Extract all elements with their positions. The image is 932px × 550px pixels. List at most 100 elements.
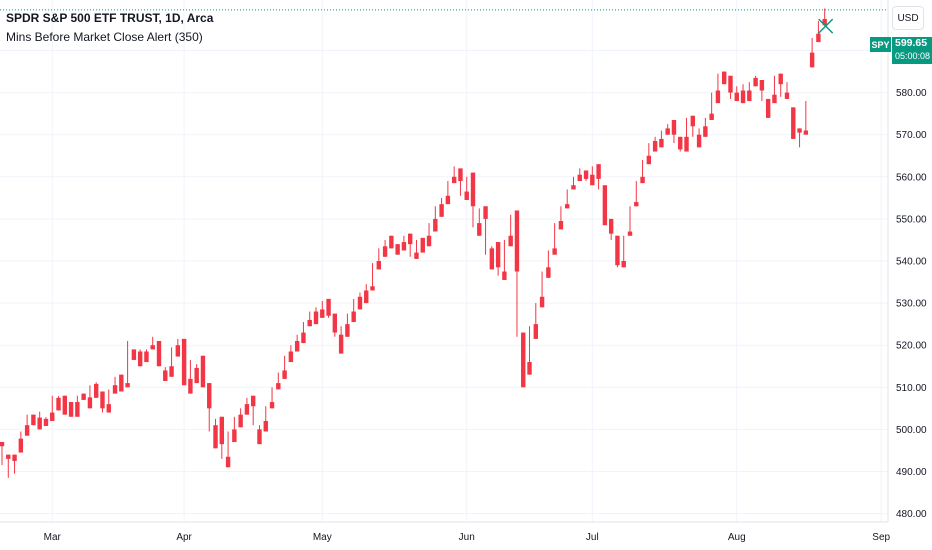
candle: [483, 206, 488, 255]
candle-body: [188, 378, 193, 394]
candle-body: [583, 170, 589, 179]
candle-body: [24, 425, 30, 436]
candle-body: [709, 113, 714, 120]
candle: [671, 119, 677, 144]
candle-body: [100, 391, 105, 409]
price-tick-label: 490.00: [896, 467, 927, 478]
candle-body: [521, 332, 526, 388]
time-tick-label: Mar: [44, 532, 62, 543]
candle-body: [652, 141, 658, 152]
candle-body: [219, 416, 224, 445]
candle: [753, 75, 758, 87]
candle-body: [722, 71, 727, 85]
candle: [232, 416, 237, 443]
candle-body: [131, 349, 137, 360]
candle-body: [269, 402, 275, 409]
candle-body: [822, 18, 827, 26]
time-axis[interactable]: MarAprMayJunJulAugSepOctNov19: [44, 532, 932, 543]
symbol-badge: SPY: [870, 37, 891, 52]
candle: [791, 107, 796, 139]
candle: [100, 391, 105, 413]
candle: [809, 37, 815, 68]
candle: [144, 349, 149, 363]
price-tick-label: 480.00: [896, 509, 927, 520]
candle-body: [207, 383, 212, 409]
candle: [759, 79, 765, 102]
candle: [527, 326, 532, 375]
candle-body: [75, 402, 80, 417]
candle-body: [68, 402, 74, 417]
price-tick-label: 510.00: [896, 383, 927, 394]
bar-countdown: 05:00:08: [895, 51, 931, 61]
candle: [477, 208, 482, 236]
candle-body: [596, 164, 601, 179]
candle-body: [659, 138, 664, 148]
candle: [571, 176, 576, 190]
candle-body: [320, 309, 325, 318]
candle: [822, 8, 827, 26]
candle-body: [370, 286, 375, 291]
candle: [376, 248, 381, 270]
candle: [596, 164, 601, 190]
candle: [282, 355, 287, 379]
candle-body: [62, 395, 67, 415]
candle: [508, 214, 513, 247]
candle-body: [508, 235, 513, 247]
candle: [539, 271, 545, 308]
candle: [18, 431, 24, 453]
candle-body: [502, 271, 507, 280]
candle: [68, 402, 74, 417]
candle: [351, 298, 356, 323]
candle: [326, 298, 331, 318]
candle: [125, 340, 130, 388]
candle: [646, 143, 652, 165]
candle: [489, 246, 495, 270]
candle: [370, 263, 375, 291]
candle-body: [495, 242, 501, 268]
candle: [420, 237, 425, 253]
candle-body: [426, 235, 432, 247]
candle: [797, 128, 802, 148]
alert-cross-marker[interactable]: [818, 18, 834, 34]
candle: [200, 355, 206, 388]
candle: [445, 181, 451, 205]
candle: [307, 311, 312, 327]
candle: [219, 416, 224, 459]
candle-body: [338, 334, 344, 354]
candle: [408, 233, 413, 257]
candle-body: [313, 311, 319, 325]
candle: [175, 338, 181, 357]
candle-body: [728, 75, 733, 93]
candle: [552, 223, 557, 255]
candle-body: [87, 397, 93, 409]
candle-body: [703, 126, 708, 137]
candle-body: [759, 79, 765, 91]
candle: [696, 128, 702, 148]
candle-body: [244, 404, 250, 415]
candle-body: [477, 223, 482, 236]
candle: [546, 250, 551, 278]
candle: [709, 92, 714, 120]
candle: [558, 206, 564, 230]
candle-body: [803, 130, 809, 135]
candle-body: [621, 261, 626, 268]
last-price-value: 599.65: [895, 37, 928, 49]
time-tick-label: Jun: [459, 532, 475, 543]
candle: [747, 82, 752, 102]
candle: [722, 71, 727, 85]
candle-body: [238, 414, 243, 428]
candle: [640, 159, 645, 184]
candle: [414, 239, 419, 259]
price-axis[interactable]: 480.00 490.00 500.00 510.00 520.00 530.00 540.…: [896, 46, 927, 520]
candle-body: [0, 442, 5, 447]
candle-body: [194, 367, 199, 384]
candle-body: [445, 195, 451, 205]
candle: [225, 431, 231, 468]
price-tick-label: 570.00: [896, 130, 927, 141]
currency-button[interactable]: USD: [892, 6, 924, 30]
candle: [652, 136, 658, 152]
candle-body: [263, 420, 268, 432]
candle: [12, 454, 17, 474]
candle: [778, 73, 783, 97]
